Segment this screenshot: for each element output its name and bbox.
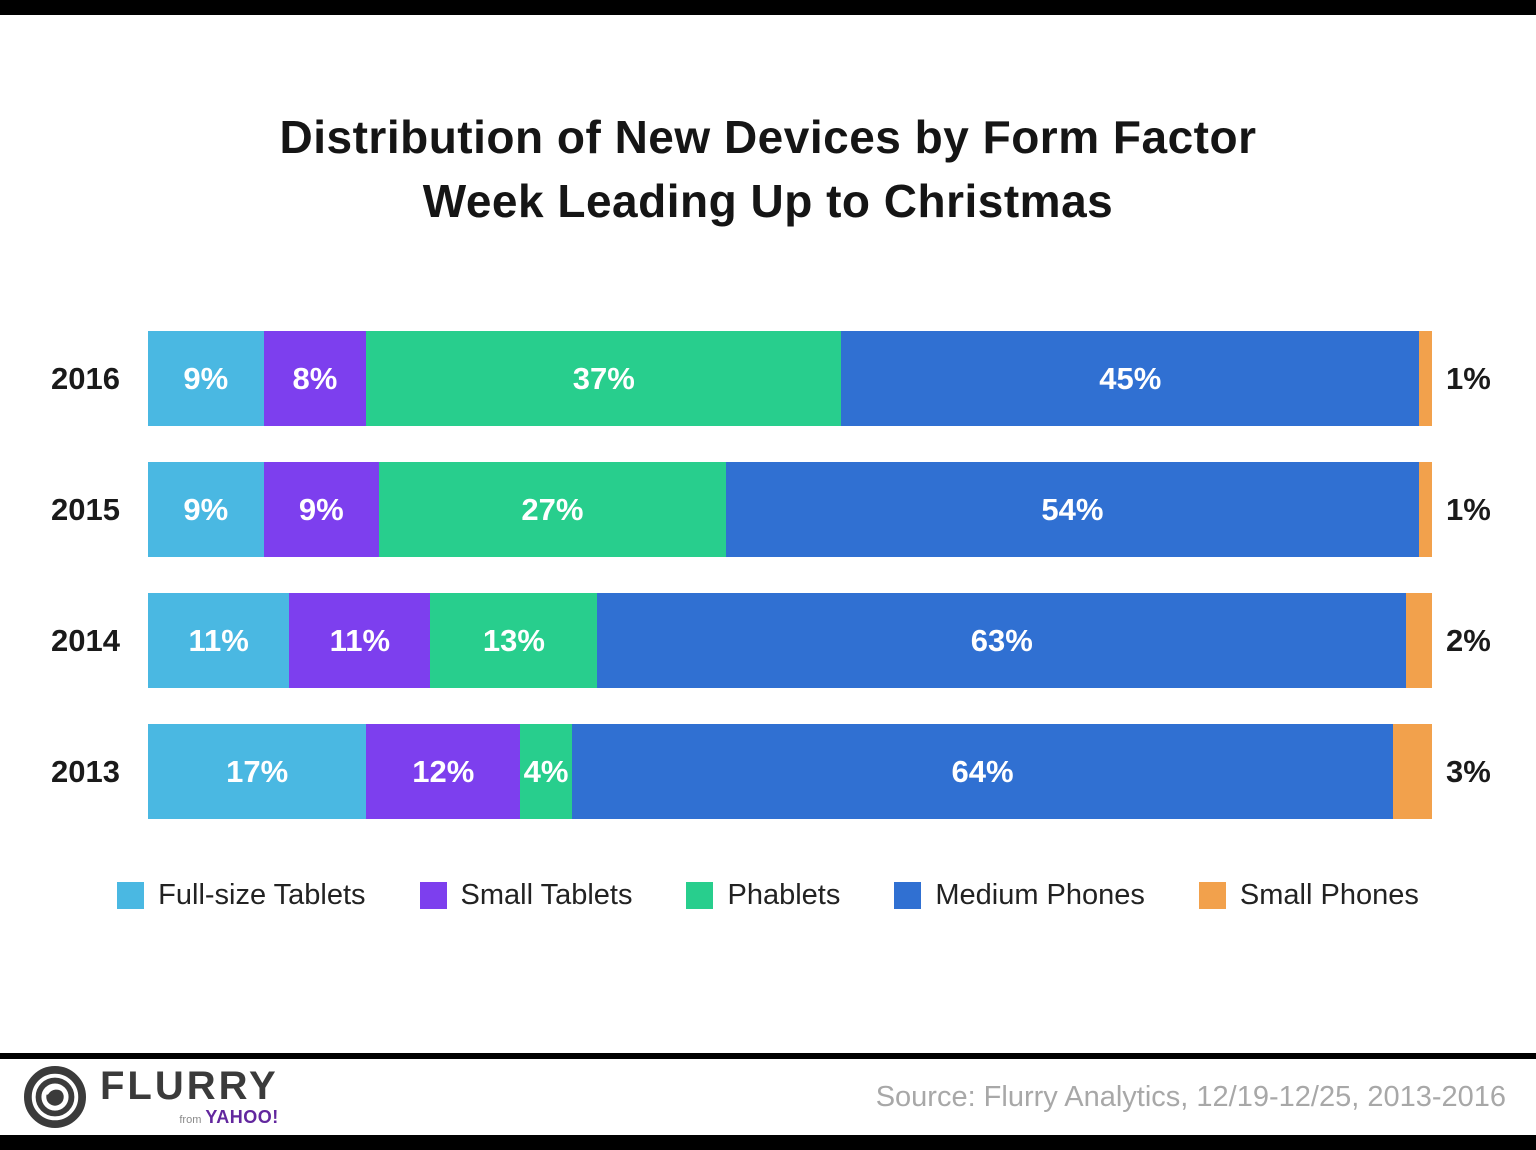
segment-value-label: 9%	[183, 491, 229, 527]
year-label-2014: 2014	[51, 622, 120, 658]
legend-item-small-tablets: Small Tablets	[419, 879, 633, 912]
chart-title-line2: Week Leading Up to Christmas	[422, 175, 1114, 227]
legend-item-medium-phones: Medium Phones	[894, 879, 1145, 912]
bar-segment-small-tablets-2016: 8%	[263, 331, 367, 426]
segment-value-label: 63%	[970, 622, 1033, 658]
footer: FLURRY from YAHOO! Source: Flurry Analyti…	[0, 1053, 1536, 1150]
bar-segment-full-size-tablets-2015: 9%	[148, 462, 264, 557]
segment-value-label: 27%	[521, 491, 584, 527]
yahoo-wordmark: YAHOO!	[205, 1106, 279, 1127]
bar-segment-small-phones-2015	[1419, 462, 1432, 557]
bar-segment-small-phones-2014	[1406, 593, 1432, 688]
segment-value-label: 9%	[298, 491, 344, 527]
legend-swatch-phablets	[686, 882, 714, 909]
from-label: from	[179, 1113, 202, 1126]
bar-segment-medium-phones-2016: 45%	[841, 331, 1420, 426]
outside-value-label-2014: 2%	[1446, 622, 1491, 658]
chart-legend: Full-size Tablets Small Tablets Phablets Me…	[0, 879, 1536, 912]
segment-value-label: 9%	[183, 360, 229, 396]
legend-label-full-size-tablets: Full-size Tablets	[158, 879, 366, 911]
bar-segment-phablets-2016: 37%	[366, 331, 842, 426]
bar-segment-phablets-2015: 27%	[379, 462, 726, 557]
legend-swatch-full-size-tablets	[117, 882, 145, 909]
legend-label-phablets: Phablets	[727, 879, 841, 911]
chart-row-2016: 2016 9% 8% 37% 45% 1%	[0, 331, 1536, 426]
outside-value-label-2016: 1%	[1446, 360, 1491, 396]
outside-value-label-2013: 3%	[1446, 753, 1491, 789]
top-black-bar	[0, 0, 1536, 15]
chart-row-2014: 2014 11% 11% 13% 63% 2%	[0, 593, 1536, 688]
chart-title-line1: Distribution of New Devices by Form Fact…	[279, 111, 1257, 163]
segment-value-label: 8%	[292, 360, 338, 396]
segment-value-label: 12%	[412, 753, 475, 789]
year-label-2013: 2013	[51, 753, 120, 789]
bar-track-2016: 9% 8% 37% 45%	[148, 331, 1432, 426]
bar-segment-small-phones-2013	[1393, 724, 1432, 819]
bar-segment-small-tablets-2013: 12%	[366, 724, 521, 819]
footer-black-bar	[0, 1135, 1536, 1150]
year-label-2015: 2015	[51, 491, 120, 527]
legend-label-small-phones: Small Phones	[1239, 879, 1419, 911]
chart-row-2015: 2015 9% 9% 27% 54% 1%	[0, 462, 1536, 557]
segment-value-label: 11%	[188, 622, 249, 658]
legend-label-medium-phones: Medium Phones	[935, 879, 1145, 911]
bar-track-2014: 11% 11% 13% 63%	[148, 593, 1432, 688]
legend-swatch-small-tablets	[419, 882, 447, 909]
bar-segment-phablets-2013: 4%	[520, 724, 572, 819]
bar-segment-small-phones-2016	[1419, 331, 1432, 426]
segment-value-label: 17%	[226, 753, 289, 789]
segment-value-label: 64%	[951, 753, 1014, 789]
segment-value-label: 45%	[1099, 360, 1162, 396]
bar-segment-full-size-tablets-2016: 9%	[148, 331, 264, 426]
segment-value-label: 13%	[482, 622, 545, 658]
year-label-2016: 2016	[51, 360, 120, 396]
outside-value-label-2015: 1%	[1446, 491, 1491, 527]
stacked-bar-chart: 2016 9% 8% 37% 45% 1% 2015 9% 9% 27% 54% 1% 2014 11% 1…	[0, 331, 1536, 819]
flurry-wordmark: FLURRY	[100, 1063, 279, 1108]
legend-item-phablets: Phablets	[686, 879, 840, 912]
bar-segment-medium-phones-2014: 63%	[597, 593, 1407, 688]
bar-segment-full-size-tablets-2013: 17%	[148, 724, 367, 819]
bar-segment-medium-phones-2015: 54%	[725, 462, 1420, 557]
chart-title: Distribution of New Devices by Form Fact…	[0, 105, 1536, 233]
segment-value-label: 4%	[523, 753, 569, 789]
segment-value-label: 11%	[329, 622, 391, 658]
legend-item-full-size-tablets: Full-size Tablets	[117, 879, 366, 912]
legend-swatch-medium-phones	[894, 882, 922, 909]
footer-body: FLURRY from YAHOO! Source: Flurry Analyti…	[0, 1059, 1536, 1135]
flurry-logo-text: FLURRY from YAHOO!	[100, 1063, 279, 1128]
flurry-logo-icon	[24, 1066, 86, 1128]
bar-segment-small-tablets-2014: 11%	[289, 593, 431, 688]
bar-track-2015: 9% 9% 27% 54%	[148, 462, 1432, 557]
footer-divider	[0, 1053, 1536, 1059]
bar-segment-phablets-2014: 13%	[430, 593, 598, 688]
chart-row-2013: 2013 17% 12% 4% 64% 3%	[0, 724, 1536, 819]
flurry-logo: FLURRY from YAHOO!	[24, 1066, 279, 1128]
segment-value-label: 37%	[572, 360, 635, 396]
source-text: Source: Flurry Analytics, 12/19-12/25, 2…	[875, 1080, 1506, 1113]
legend-swatch-small-phones	[1198, 882, 1226, 909]
segment-value-label: 54%	[1041, 491, 1104, 527]
legend-label-small-tablets: Small Tablets	[460, 879, 633, 911]
bar-segment-small-tablets-2015: 9%	[263, 462, 380, 557]
bar-segment-medium-phones-2013: 64%	[571, 724, 1394, 819]
bar-segment-full-size-tablets-2014: 11%	[148, 593, 290, 688]
legend-item-small-phones: Small Phones	[1198, 879, 1419, 912]
bar-track-2013: 17% 12% 4% 64%	[148, 724, 1432, 819]
flurry-from-yahoo: from YAHOO!	[179, 1107, 278, 1128]
